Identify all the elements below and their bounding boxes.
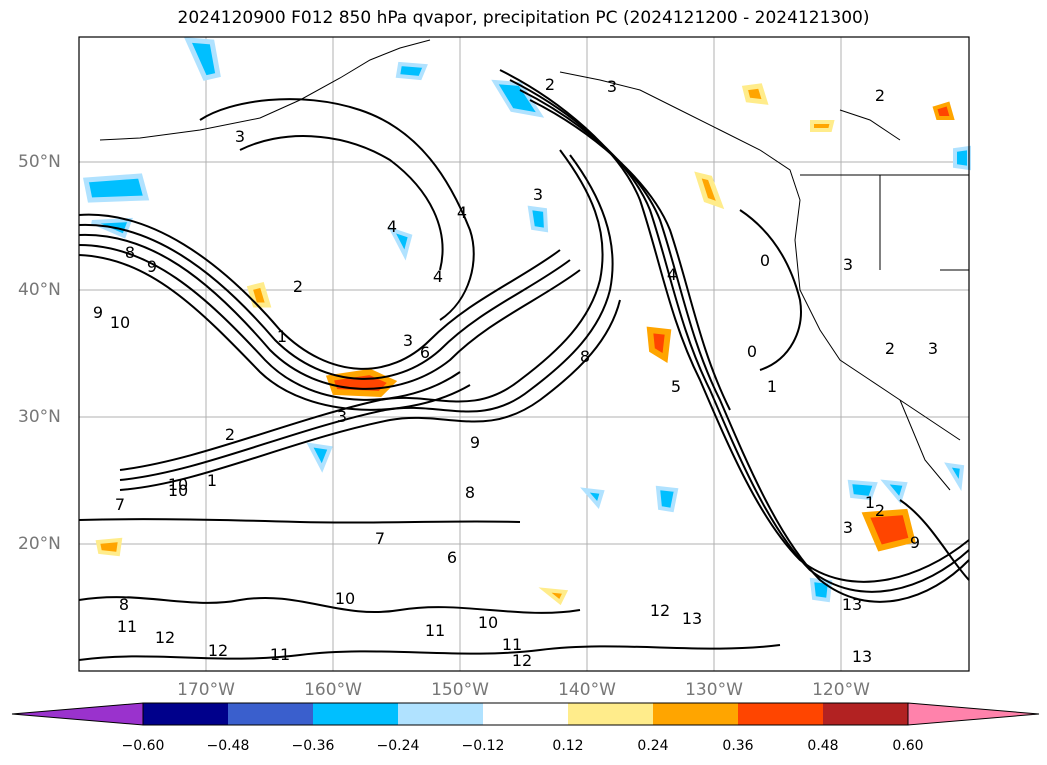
contour-label: 9 [910, 533, 920, 552]
map-area [79, 37, 969, 671]
colorbar-extend-low [11, 702, 144, 726]
colorbar-cell [313, 703, 398, 725]
colorbar-cell [823, 703, 908, 725]
lat-label-40n: 40°N [18, 280, 61, 300]
contour-label: 3 [403, 331, 413, 350]
lat-label-20n: 20°N [18, 534, 61, 554]
contour-label: 3 [235, 127, 245, 146]
contour-label: 0 [760, 251, 770, 270]
lon-label-120w: 120°W [812, 680, 870, 700]
contour-label: 6 [447, 548, 457, 567]
contour-label: 4 [457, 203, 467, 222]
contour-label: 4 [667, 265, 677, 284]
colorbar-tick-label: −0.36 [291, 738, 335, 754]
contour-label: 11 [425, 621, 445, 640]
contour-label: 1 [277, 327, 287, 346]
colorbar-tick-label: −0.48 [206, 738, 250, 754]
contour-label: 8 [119, 595, 129, 614]
contour-label: 9 [470, 433, 480, 452]
lat-label-50n: 50°N [18, 152, 61, 172]
precip-shading [82, 37, 971, 606]
contour-label: 10 [335, 589, 355, 608]
contour-label: 2 [885, 339, 895, 358]
contour-label: 10 [110, 313, 130, 332]
colorbar-cell [738, 703, 823, 725]
colorbar-tick-label: −0.60 [121, 738, 165, 754]
contour-label: 11 [270, 645, 290, 664]
contour-label: 3 [533, 185, 543, 204]
colorbar-cell [483, 703, 568, 725]
contour-label: 6 [420, 343, 430, 362]
lon-label-170w: 170°W [177, 680, 235, 700]
contour-label: 13 [682, 609, 702, 628]
contour-label: 2 [225, 425, 235, 444]
contour-label: 8 [125, 243, 135, 262]
lon-label-150w: 150°W [431, 680, 489, 700]
contour-label: 1 [865, 493, 875, 512]
contour-label: 1 [767, 377, 777, 396]
colorbar [11, 702, 1040, 726]
colorbar-cell [398, 703, 483, 725]
colorbar-cell [143, 703, 228, 725]
qvapor-contours [78, 69, 970, 661]
lon-label-140w: 140°W [558, 680, 616, 700]
contour-label: 12 [208, 641, 228, 660]
contour-label: 3 [337, 407, 347, 426]
map-title: 2024120900 F012 850 hPa qvapor, precipit… [177, 8, 870, 28]
lon-label-130w: 130°W [685, 680, 743, 700]
lat-label-30n: 30°N [18, 407, 61, 427]
contour-label: 3 [843, 518, 853, 537]
contour-label: 12 [512, 651, 532, 670]
contour-label: 8 [580, 347, 590, 366]
contour-label: 10 [168, 481, 188, 500]
colorbar-tick-label: 0.12 [552, 738, 584, 754]
contour-label: 3 [843, 255, 853, 274]
contour-label: 2 [293, 277, 303, 296]
colorbar-outline [142, 702, 909, 726]
contour-label: 9 [147, 257, 157, 276]
colorbar-extend-high [907, 702, 1040, 726]
contour-label: 3 [607, 77, 617, 96]
gridlines [79, 37, 969, 671]
contour-label: 0 [747, 342, 757, 361]
contour-label: 7 [375, 529, 385, 548]
colorbar-cell [228, 703, 313, 725]
lon-label-160w: 160°W [304, 680, 362, 700]
contour-label: 12 [650, 601, 670, 620]
contour-label: 12 [155, 628, 175, 647]
colorbar-tick-label: −0.24 [376, 738, 420, 754]
contour-label: 10 [478, 613, 498, 632]
contour-label: 13 [842, 595, 862, 614]
contour-label: 2 [875, 86, 885, 105]
map-frame [78, 36, 970, 672]
contour-label: 7 [115, 495, 125, 514]
contour-label: 11 [502, 635, 522, 654]
contour-label: 10 [168, 475, 188, 494]
colorbar-cell [653, 703, 738, 725]
contour-label: 13 [852, 647, 872, 666]
contour-label: 11 [117, 617, 137, 636]
colorbar-tick-label: 0.36 [722, 738, 754, 754]
contour-label: 3 [928, 339, 938, 358]
colorbar-cell [568, 703, 653, 725]
contour-label: 4 [433, 267, 443, 286]
contour-label: 2 [545, 75, 555, 94]
colorbar-tick-label: −0.12 [461, 738, 505, 754]
contour-label: 8 [465, 483, 475, 502]
colorbar-tick-label: 0.48 [807, 738, 839, 754]
contour-label: 9 [93, 303, 103, 322]
coastlines [99, 39, 969, 491]
contour-label: 4 [387, 217, 397, 236]
colorbar-tick-label: 0.24 [637, 738, 669, 754]
contour-label: 5 [671, 377, 681, 396]
contour-label: 2 [875, 501, 885, 520]
contour-label: 1 [207, 471, 217, 490]
colorbar-tick-label: 0.60 [892, 738, 924, 754]
